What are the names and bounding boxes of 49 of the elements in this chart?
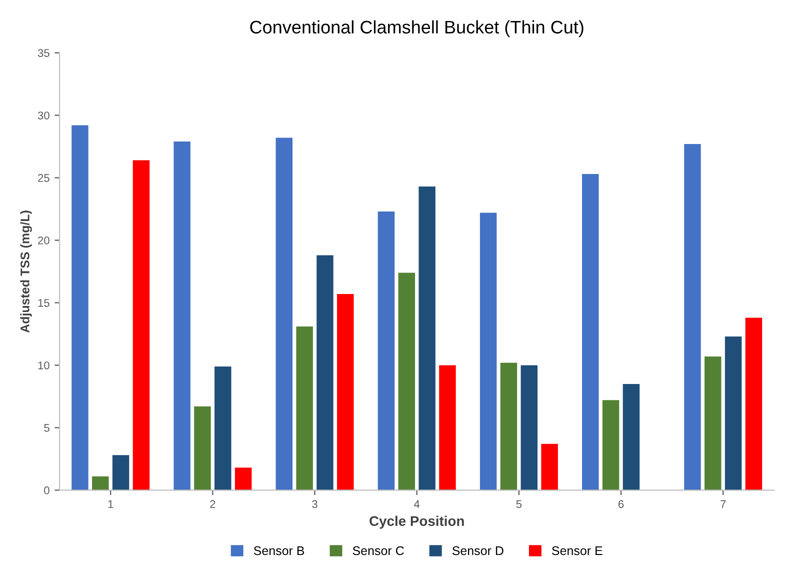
- x-axis-title: Cycle Position: [370, 516, 464, 529]
- x-tick-label: 2: [210, 500, 216, 508]
- y-tick-label: 20: [38, 236, 50, 244]
- bar: [500, 362, 518, 490]
- bar: [174, 142, 190, 490]
- chart-title: Conventional Clamshell Bucket (Thin Cut): [250, 20, 584, 38]
- legend-label: Sensor D: [452, 546, 504, 556]
- bar: [378, 212, 395, 490]
- legend-label: Sensor B: [254, 546, 304, 556]
- bar: [72, 125, 88, 490]
- x-tick-label: 7: [720, 500, 726, 508]
- x-tick-label: 6: [618, 500, 624, 508]
- y-tick-label: 0: [44, 486, 50, 494]
- y-tick-label: 25: [38, 174, 50, 182]
- bar: [745, 318, 762, 490]
- bar: [92, 476, 109, 490]
- x-tick-label: 1: [108, 500, 114, 508]
- legend-label: Sensor E: [552, 546, 602, 556]
- bar: [622, 384, 640, 490]
- y-tick-label: 30: [38, 112, 50, 120]
- bar: [276, 138, 293, 490]
- y-tick-label: 10: [38, 361, 50, 370]
- bar: [582, 174, 599, 490]
- bar: [602, 400, 620, 490]
- x-tick-label: 5: [516, 500, 522, 508]
- x-tick-label: 3: [312, 500, 318, 508]
- x-tick-label: 4: [414, 500, 420, 508]
- legend-label: Sensor C: [352, 546, 404, 556]
- y-tick-label: 15: [38, 299, 50, 307]
- bar: [418, 186, 436, 490]
- bar: [684, 144, 701, 490]
- bar: [132, 160, 150, 490]
- bar: [337, 294, 354, 490]
- bar: [398, 272, 416, 490]
- y-tick-label: 5: [44, 424, 50, 432]
- bar: [296, 326, 313, 490]
- y-tick-label: 35: [38, 49, 50, 57]
- bar: [234, 468, 252, 490]
- bar: [214, 366, 232, 490]
- bar: [480, 212, 497, 490]
- bar: [704, 356, 722, 490]
- bar: [194, 406, 211, 490]
- bar: [316, 255, 334, 490]
- bar: [520, 365, 538, 490]
- y-axis-title: Adjusted TSS (mg/L): [20, 210, 32, 333]
- bar: [439, 365, 456, 490]
- bar: [724, 336, 742, 490]
- bar: [541, 444, 558, 490]
- bar: [112, 455, 130, 490]
